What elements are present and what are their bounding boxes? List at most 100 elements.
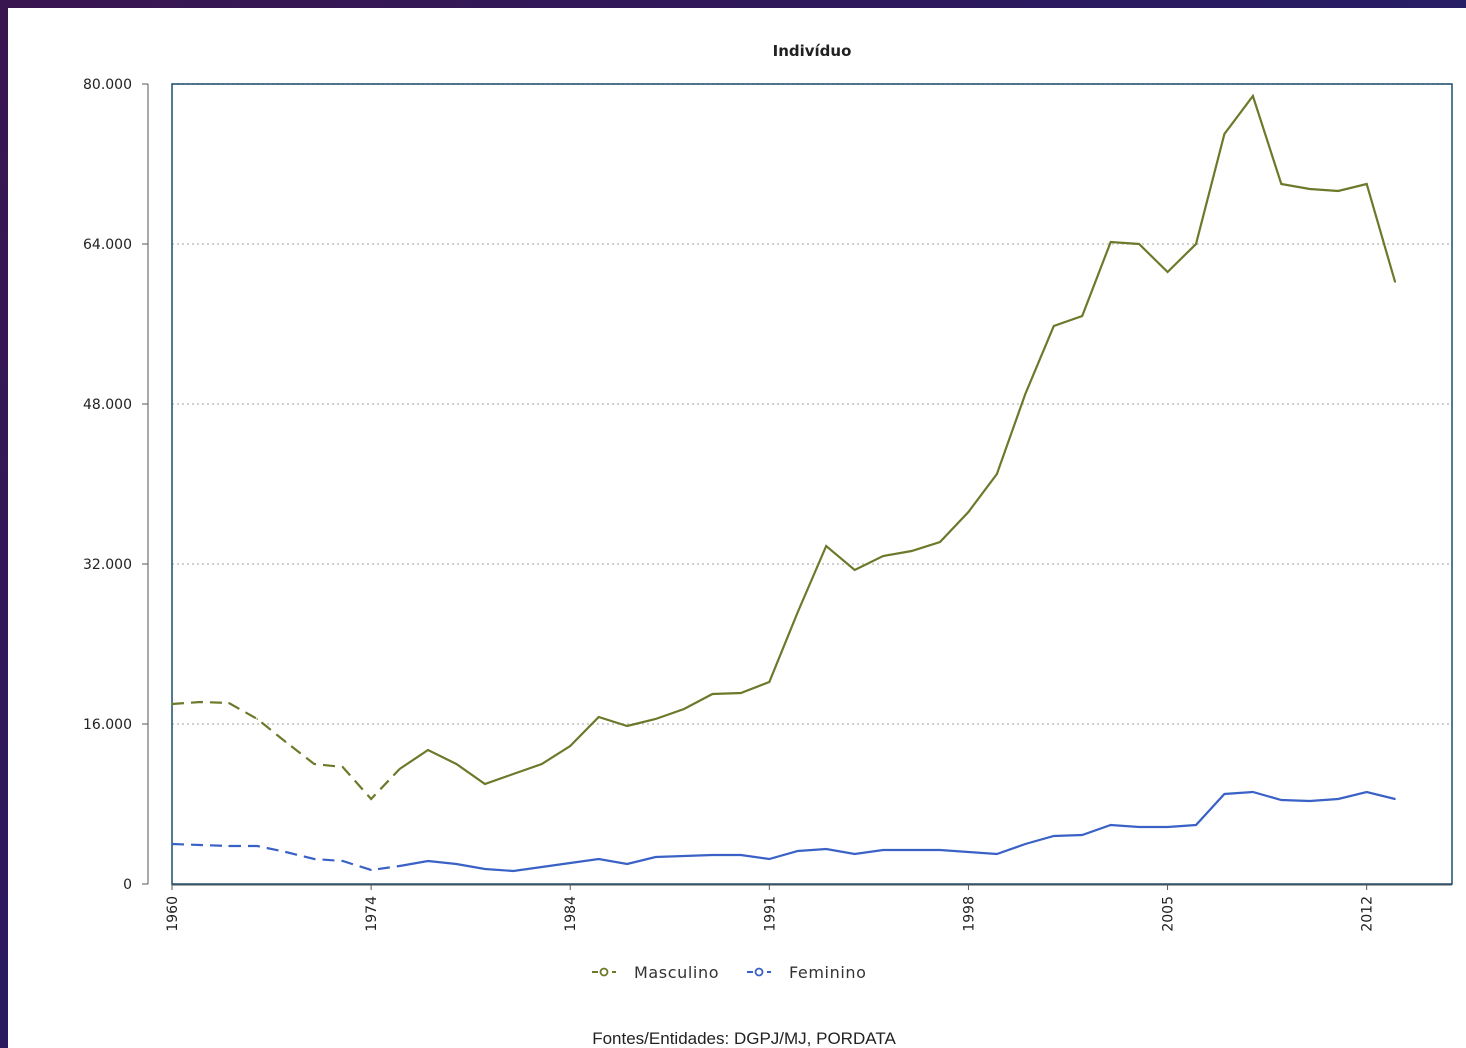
data-point-feminino-24 bbox=[853, 853, 856, 855]
data-point-feminino-30 bbox=[1024, 843, 1027, 845]
data-point-masculino-25 bbox=[882, 555, 884, 557]
data-point-masculino-16 bbox=[626, 725, 628, 727]
data-point-masculino-28 bbox=[967, 511, 970, 513]
x-tick-label-6: 2012 bbox=[1360, 896, 1376, 932]
data-point-masculino-18 bbox=[683, 708, 685, 710]
data-point-feminino-1 bbox=[199, 844, 202, 846]
data-point-masculino-31 bbox=[1053, 325, 1055, 327]
x-tick-label-5: 2005 bbox=[1161, 896, 1177, 932]
data-point-feminino-9 bbox=[427, 860, 429, 862]
source-label: Fontes/Entidades: DGPJ/MJ, PORDATA bbox=[592, 1029, 896, 1048]
data-point-feminino-14 bbox=[569, 862, 571, 864]
data-point-masculino-30 bbox=[1024, 393, 1027, 395]
data-point-feminino-16 bbox=[626, 863, 628, 865]
data-point-masculino-40 bbox=[1309, 188, 1311, 190]
data-point-masculino-26 bbox=[910, 550, 913, 552]
y-tick-label-5: 80.000 bbox=[83, 77, 132, 93]
data-point-masculino-24 bbox=[853, 569, 856, 571]
y-tick-label-2: 32.000 bbox=[83, 557, 132, 573]
data-point-masculino-43 bbox=[1394, 281, 1396, 283]
series-layer bbox=[171, 93, 1397, 873]
legend-item-masculino: Masculino bbox=[592, 963, 719, 982]
data-point-masculino-29 bbox=[996, 473, 998, 475]
data-point-feminino-6 bbox=[341, 860, 344, 862]
data-point-masculino-38 bbox=[1252, 95, 1254, 97]
data-point-masculino-27 bbox=[939, 541, 941, 543]
data-point-feminino-37 bbox=[1223, 793, 1226, 795]
data-point-feminino-27 bbox=[939, 849, 941, 851]
data-point-feminino-3 bbox=[256, 845, 259, 847]
data-point-feminino-20 bbox=[740, 854, 742, 856]
data-point-feminino-5 bbox=[313, 858, 316, 860]
series-line-masculino bbox=[398, 93, 1397, 786]
data-point-feminino-7 bbox=[370, 869, 372, 871]
data-point-masculino-35 bbox=[1166, 271, 1169, 273]
y-axis: 0 16.000 32.000 48.000 64.000 80.000 bbox=[83, 77, 149, 893]
data-point-feminino-12 bbox=[512, 870, 515, 872]
data-point-masculino-3 bbox=[256, 718, 259, 720]
data-point-feminino-42 bbox=[1365, 791, 1368, 793]
data-point-feminino-0 bbox=[171, 843, 173, 845]
data-point-feminino-17 bbox=[654, 856, 657, 858]
data-point-masculino-12 bbox=[512, 773, 515, 775]
data-point-feminino-11 bbox=[484, 868, 486, 870]
data-point-masculino-42 bbox=[1365, 183, 1368, 185]
line-chart: 0 16.000 32.000 48.000 64.000 80.000 1960 1974… bbox=[83, 42, 1453, 1048]
data-point-masculino-8 bbox=[398, 768, 401, 770]
series-line-dashed-masculino bbox=[171, 700, 401, 801]
y-tick-label-0: 0 bbox=[123, 877, 132, 893]
data-point-feminino-2 bbox=[228, 845, 230, 847]
data-point-feminino-41 bbox=[1337, 798, 1339, 800]
series-feminino bbox=[171, 790, 1396, 873]
data-point-feminino-25 bbox=[882, 849, 884, 851]
data-point-feminino-43 bbox=[1394, 798, 1396, 800]
data-point-masculino-32 bbox=[1081, 315, 1083, 317]
y-tick-label-3: 48.000 bbox=[83, 397, 132, 413]
data-point-masculino-10 bbox=[455, 763, 458, 765]
legend-marker-feminino bbox=[754, 967, 764, 977]
y-tick-label-4: 64.000 bbox=[83, 237, 132, 253]
data-point-feminino-35 bbox=[1166, 826, 1169, 828]
data-point-masculino-34 bbox=[1138, 243, 1140, 245]
grid-layer bbox=[172, 83, 1452, 725]
data-point-feminino-40 bbox=[1309, 800, 1311, 802]
series-masculino bbox=[171, 93, 1397, 801]
data-point-masculino-4 bbox=[285, 741, 287, 743]
data-point-masculino-6 bbox=[341, 766, 344, 768]
data-point-feminino-29 bbox=[996, 853, 998, 855]
data-point-feminino-8 bbox=[398, 865, 401, 867]
data-point-masculino-19 bbox=[711, 693, 714, 695]
data-point-masculino-36 bbox=[1195, 243, 1197, 245]
data-point-feminino-13 bbox=[541, 866, 543, 868]
legend: Masculino Feminino bbox=[592, 963, 866, 982]
data-point-masculino-1 bbox=[199, 701, 202, 703]
data-point-feminino-39 bbox=[1280, 799, 1283, 801]
data-point-feminino-18 bbox=[683, 855, 685, 857]
data-point-masculino-13 bbox=[541, 763, 543, 765]
data-point-feminino-26 bbox=[910, 849, 913, 851]
chart-panel: 0 16.000 32.000 48.000 64.000 80.000 1960 1974… bbox=[8, 8, 1466, 1048]
data-point-feminino-10 bbox=[455, 863, 458, 865]
data-point-masculino-14 bbox=[569, 745, 571, 747]
plot-area bbox=[171, 83, 1453, 885]
data-point-feminino-15 bbox=[597, 858, 600, 860]
data-point-feminino-28 bbox=[967, 851, 970, 853]
y-tick-label-1: 16.000 bbox=[83, 717, 132, 733]
data-point-feminino-21 bbox=[768, 858, 771, 860]
x-tick-label-4: 1998 bbox=[961, 896, 977, 932]
data-point-masculino-37 bbox=[1223, 133, 1226, 135]
data-point-feminino-34 bbox=[1138, 826, 1140, 828]
data-point-masculino-11 bbox=[484, 783, 486, 785]
data-point-masculino-15 bbox=[597, 716, 600, 718]
data-point-masculino-7 bbox=[370, 798, 372, 800]
data-point-masculino-20 bbox=[740, 692, 742, 694]
legend-label-masculino: Masculino bbox=[634, 963, 719, 982]
data-point-feminino-33 bbox=[1109, 824, 1112, 826]
data-point-masculino-2 bbox=[228, 702, 230, 704]
x-tick-label-0: 1960 bbox=[165, 896, 181, 932]
data-point-feminino-19 bbox=[711, 854, 714, 856]
data-point-masculino-0 bbox=[171, 703, 173, 705]
data-point-masculino-22 bbox=[797, 611, 799, 613]
data-point-feminino-38 bbox=[1252, 791, 1254, 793]
legend-item-feminino: Feminino bbox=[747, 963, 866, 982]
